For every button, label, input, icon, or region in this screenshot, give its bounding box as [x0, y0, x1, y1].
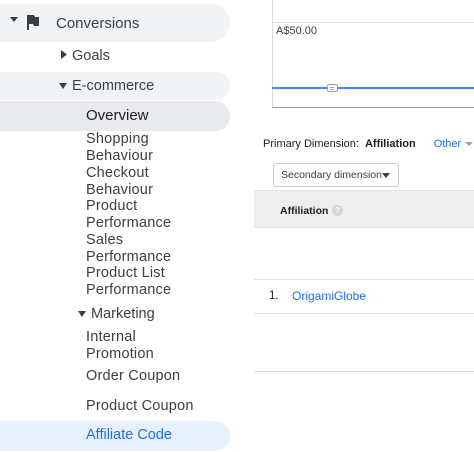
caret-down-icon: [59, 83, 67, 89]
other-dimension-link[interactable]: Other: [433, 138, 462, 150]
sidebar-item-label: Goals: [72, 48, 110, 64]
sidebar-item-label: Sales: [86, 232, 124, 248]
sidebar-item-label: Order Coupon: [86, 368, 181, 384]
caret-down-icon: [78, 311, 86, 317]
table-summary-row: [254, 228, 474, 280]
chart-series-line: [272, 87, 474, 89]
chart-gridline: [272, 22, 474, 23]
sidebar-item-product-coupon[interactable]: Product Coupon: [86, 398, 194, 415]
sidebar-item-label: Product: [86, 198, 138, 214]
sidebar-item-label: E-commerce: [72, 78, 155, 94]
sidebar-item-overview[interactable]: Overview: [0, 101, 230, 131]
sidebar-nav: Conversions Goals E-commerce Overview Sh…: [0, 4, 230, 451]
sidebar-item-label: Behaviour: [86, 181, 154, 198]
sidebar-item-label: Product Coupon: [86, 398, 194, 414]
caret-down-icon: [382, 173, 390, 178]
flag-icon: [27, 15, 39, 30]
sidebar-item-label: Performance: [86, 248, 172, 265]
chart-x-axis: [272, 107, 474, 108]
sidebar-item-goals[interactable]: Goals: [0, 44, 230, 68]
affiliation-link[interactable]: OrigamiGlobe: [292, 289, 367, 303]
sidebar-item-label: Promotion: [86, 345, 154, 362]
caret-right-icon: [61, 50, 67, 59]
report-panel: A$50.00 Primary Dimension: Affiliation Oth…: [254, 0, 474, 452]
sidebar-item-conversions[interactable]: Conversions: [0, 4, 230, 42]
sidebar-item-label: Performance: [86, 214, 172, 231]
chart-annotation-marker[interactable]: [327, 84, 338, 92]
sidebar-item-label: Affiliate Code: [86, 427, 172, 443]
sidebar-item-label: Internal: [86, 329, 136, 345]
primary-dimension-value[interactable]: Affiliation: [364, 138, 416, 150]
sidebar-item-label: Shopping: [86, 131, 149, 147]
table-header: Affiliation ?: [254, 190, 474, 228]
sidebar-item-label: Checkout: [86, 165, 149, 181]
table-divider: [254, 371, 474, 372]
sidebar-item-label: Conversions: [56, 15, 140, 32]
secondary-dimension-dropdown[interactable]: Secondary dimension: [273, 163, 399, 187]
table-row: 1. OrigamiGlobe: [254, 280, 474, 314]
sidebar-item-marketing[interactable]: Marketing: [0, 303, 230, 325]
row-number: 1.: [269, 290, 279, 302]
sidebar-item-label: Performance: [86, 281, 172, 298]
sidebar-item-ecommerce[interactable]: E-commerce: [0, 72, 230, 100]
sidebar-item-sales-performance[interactable]: Sales Performance: [86, 232, 171, 266]
caret-down-icon: [10, 17, 18, 22]
primary-dimension-bar: Primary Dimension: Affiliation Other: [263, 138, 474, 150]
chart-area: [272, 0, 474, 108]
sidebar-item-label: Product List: [86, 265, 165, 281]
sidebar-item-label: Marketing: [91, 306, 155, 322]
sidebar-item-product-performance[interactable]: Product Performance: [86, 198, 171, 232]
sidebar-item-product-list-performance[interactable]: Product List Performance: [86, 265, 171, 299]
sidebar-item-shopping-behaviour[interactable]: Shopping Behaviour: [86, 131, 153, 165]
sidebar-item-label: Behaviour: [86, 147, 154, 164]
secondary-dimension-label: Secondary dimension: [281, 169, 382, 181]
sidebar-item-affiliate-code[interactable]: Affiliate Code: [0, 421, 230, 451]
sidebar-item-internal-promotion[interactable]: Internal Promotion: [86, 329, 154, 363]
sidebar-item-label: Overview: [86, 107, 149, 124]
chart-y-label: A$50.00: [276, 25, 317, 37]
sidebar-item-order-coupon[interactable]: Order Coupon: [86, 368, 180, 385]
column-header-affiliation[interactable]: Affiliation: [280, 205, 329, 217]
sidebar-item-checkout-behaviour[interactable]: Checkout Behaviour: [86, 165, 153, 199]
help-icon[interactable]: ?: [332, 205, 343, 216]
primary-dimension-label: Primary Dimension:: [263, 138, 359, 150]
caret-down-icon[interactable]: [465, 142, 474, 147]
